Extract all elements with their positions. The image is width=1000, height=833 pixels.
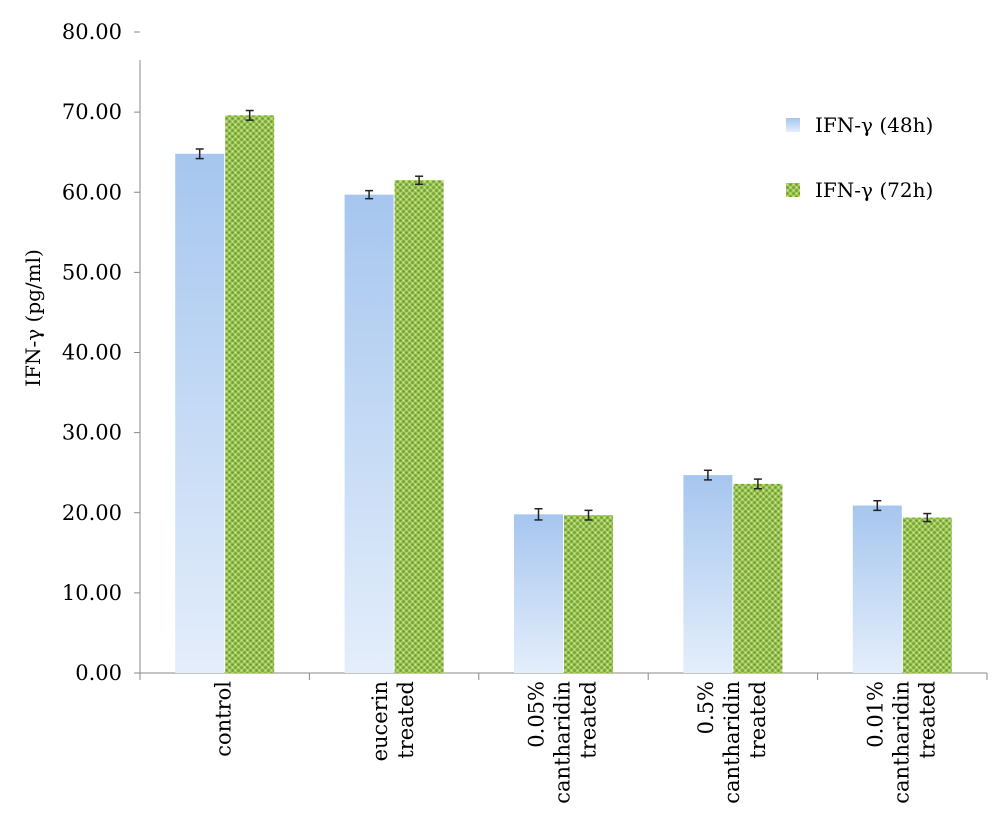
category-label: 0.5% bbox=[694, 681, 718, 734]
y-tick-label: 0.00 bbox=[75, 661, 122, 685]
legend-label: IFN-γ (72h) bbox=[815, 178, 933, 202]
bar-72h-2 bbox=[564, 515, 613, 673]
category-label: treated bbox=[394, 681, 418, 759]
category-label: cantharidin bbox=[720, 681, 744, 804]
error-bar bbox=[415, 175, 424, 185]
error-bar bbox=[534, 507, 543, 521]
y-tick-label: 80.00 bbox=[62, 20, 122, 44]
error-bar bbox=[873, 499, 882, 512]
category-label: 0.01% bbox=[863, 681, 887, 748]
y-tick-label: 50.00 bbox=[62, 260, 122, 284]
bar-48h-0 bbox=[175, 153, 225, 674]
category-label: eucerin bbox=[368, 681, 392, 761]
category-label: cantharidin bbox=[889, 681, 913, 804]
y-tick-labels: 0.00 10.00 20.00 30.00 40.00 50.00 60.00 70.00 8… bbox=[62, 20, 122, 685]
y-tick-label: 20.00 bbox=[62, 501, 122, 525]
category-label: treated bbox=[915, 681, 939, 759]
bar-72h-0 bbox=[225, 115, 275, 673]
error-bar bbox=[703, 469, 712, 481]
category-label: treated bbox=[746, 681, 770, 759]
bar-48h-4 bbox=[852, 505, 902, 673]
category-label: treated bbox=[577, 681, 601, 759]
legend-swatch-48h bbox=[786, 118, 800, 132]
error-bar bbox=[753, 478, 762, 490]
category-label: 0.05% bbox=[525, 681, 549, 748]
error-bar bbox=[923, 512, 932, 523]
bar-48h-3 bbox=[683, 475, 733, 673]
legend-swatch-72h bbox=[786, 183, 800, 197]
bar-48h-1 bbox=[344, 194, 394, 673]
bar-72h-3 bbox=[733, 483, 783, 673]
legend-label: IFN-γ (48h) bbox=[815, 113, 933, 137]
axes bbox=[134, 31, 988, 680]
bar-72h-1 bbox=[394, 180, 444, 673]
category-label: control bbox=[212, 681, 236, 757]
error-bar bbox=[245, 109, 254, 121]
bar-48h-2 bbox=[514, 514, 563, 673]
y-tick-label: 10.00 bbox=[62, 581, 122, 605]
y-axis-label: IFN-γ (pg/ml) bbox=[21, 249, 45, 387]
legend: IFN-γ (48h) IFN-γ (72h) bbox=[786, 113, 933, 202]
category-label: cantharidin bbox=[551, 681, 575, 804]
y-tick-label: 60.00 bbox=[62, 180, 122, 204]
y-tick-label: 30.00 bbox=[62, 421, 122, 445]
error-bar bbox=[195, 148, 204, 160]
y-tick-label: 70.00 bbox=[62, 100, 122, 124]
error-bar bbox=[584, 509, 593, 521]
bar-72h-4 bbox=[902, 517, 952, 673]
bars bbox=[175, 115, 952, 674]
error-bars bbox=[195, 109, 932, 523]
category-labels: control eucerin treated 0.05% cantharidin tre… bbox=[212, 681, 940, 804]
y-tick-label: 40.00 bbox=[62, 341, 122, 365]
error-bar bbox=[365, 189, 374, 200]
